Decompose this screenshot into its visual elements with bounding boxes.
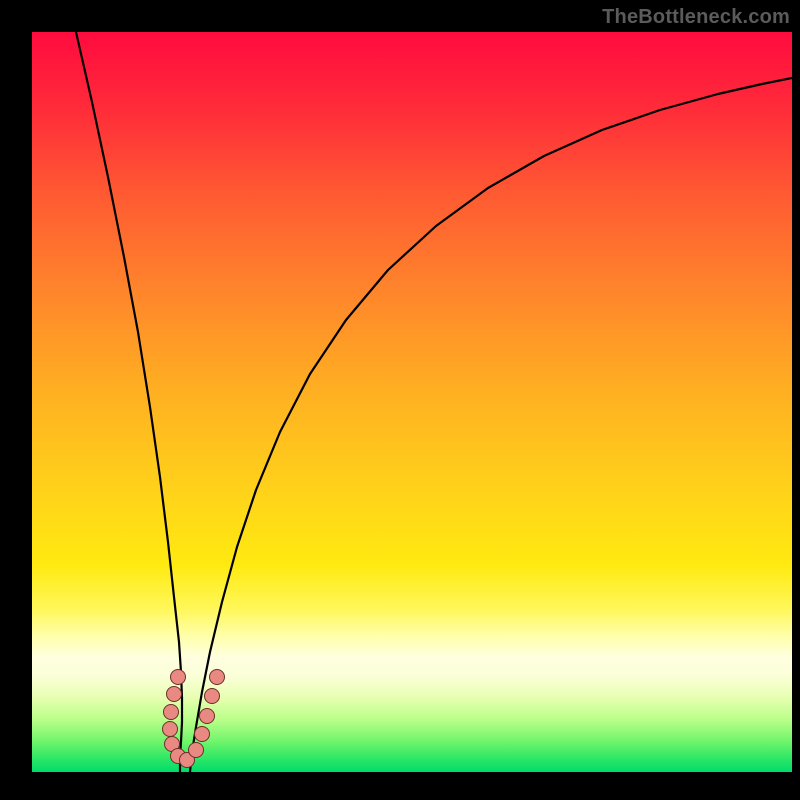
marker-dot <box>167 687 182 702</box>
marker-dot <box>200 709 215 724</box>
marker-dot <box>205 689 220 704</box>
watermark-text: TheBottleneck.com <box>602 6 790 29</box>
plot-area <box>32 32 792 772</box>
marker-dot <box>210 670 225 685</box>
marker-dot <box>171 670 186 685</box>
marker-group <box>163 670 225 768</box>
marker-dot <box>164 705 179 720</box>
marker-dot <box>195 727 210 742</box>
marker-dot <box>189 743 204 758</box>
marker-dot <box>163 722 178 737</box>
left-branch <box>76 32 182 772</box>
right-branch <box>190 78 792 772</box>
chart-root: { "canvas": { "width": 800, "height": 80… <box>0 0 800 800</box>
curves-layer <box>32 32 792 772</box>
